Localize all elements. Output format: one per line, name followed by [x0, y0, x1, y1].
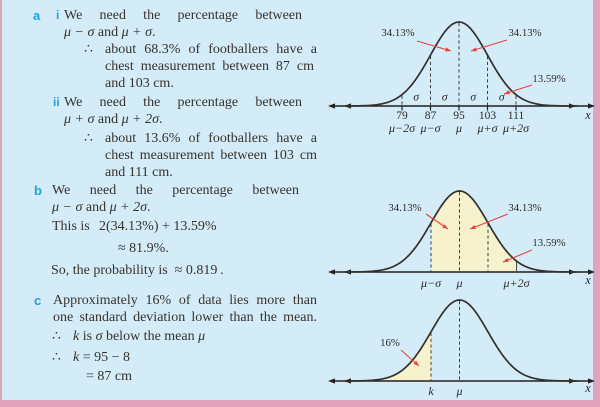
b-line-3-lead: This is — [52, 219, 90, 234]
sigma-interval-label: σ — [499, 92, 506, 104]
therefore-symbol: ∴ — [52, 350, 61, 365]
a-i-line-4: chest measurement between 87 cm — [105, 59, 314, 74]
arrowhead — [588, 269, 595, 275]
sigma-interval-label: σ — [470, 92, 477, 104]
diagram-normal-curve-shaded-region: μ−σ μ μ+2σ x 34.13% 34.13% 13.59% — [328, 190, 595, 290]
normal-curve — [344, 21, 577, 107]
tick-value-label: 79 — [396, 110, 408, 122]
part-a-ii-label: ii — [53, 95, 60, 109]
annotation-percent-label: 13.59% — [532, 237, 565, 249]
tick-value-label: 111 — [508, 110, 525, 122]
part-c-label: c — [34, 293, 42, 308]
annotation-arrow — [416, 40, 452, 52]
arrowhead — [413, 360, 419, 366]
therefore-symbol: ∴ — [52, 329, 61, 344]
tick-value-label: 103 — [479, 110, 497, 122]
c-line-4: k = 95 − 8 — [73, 350, 131, 365]
tick-symbol-label: μ — [455, 384, 462, 398]
part-a-i-label: i — [56, 8, 60, 22]
annotation-percent-label: 34.13% — [508, 27, 541, 39]
a-ii-line-3: about 13.6% of footballers have a — [105, 131, 317, 146]
tick-symbol-label: μ−σ — [419, 121, 441, 135]
annotation-percent-label: 16% — [380, 337, 400, 349]
arrowhead — [328, 378, 335, 384]
arrowhead — [503, 258, 509, 262]
arrowhead — [504, 90, 510, 95]
tick-symbol-label: μ−σ — [420, 276, 442, 290]
b-line-4: ≈ 81.9%. — [118, 241, 169, 256]
arrowhead — [470, 225, 476, 229]
a-i-line-3: about 68.3% of footballers have a — [105, 42, 317, 57]
axis-x-label: x — [584, 381, 591, 395]
b-line-3-expression: 2(34.13%) + 13.59% — [99, 219, 217, 234]
tick-value-label: 87 — [425, 110, 437, 122]
therefore-symbol: ∴ — [84, 42, 93, 57]
arrowhead — [471, 47, 477, 52]
c-line-5: = 87 cm — [86, 369, 132, 384]
axis-x-label: x — [584, 108, 591, 122]
therefore-symbol: ∴ — [84, 131, 93, 146]
annotation-percent-label: 34.13% — [508, 202, 541, 214]
b-line-1: We need the percentage between — [52, 183, 299, 198]
a-i-line-1: We need the percentage between — [64, 8, 302, 23]
part-b-label: b — [34, 183, 42, 198]
c-line-1: Approximately 16% of data lies more than — [53, 293, 317, 308]
arrowhead — [588, 378, 595, 384]
annotation-percent-label: 34.13% — [381, 27, 414, 39]
tick-symbol-label: μ−2σ — [388, 121, 416, 135]
tick-symbol-label: μ — [455, 276, 462, 290]
diagram-normal-curve-sigma-intervals: 79 87 95 103 111 μ−2σ μ−σ μ μ+σ μ+2σ σ σ σ σ x 34.13% 34… — [328, 21, 595, 135]
a-i-line-2: μ − σ and μ + σ. — [64, 25, 156, 40]
a-ii-line-2: μ + σ and μ + 2σ. — [64, 112, 163, 127]
annotation-percent-label: 13.59% — [532, 73, 565, 85]
annotation-percent-label: 34.13% — [388, 202, 421, 214]
part-a-label: a — [33, 8, 41, 23]
arrowhead — [328, 103, 335, 109]
arrowhead — [442, 224, 448, 229]
tick-symbol-label: k — [428, 384, 434, 398]
a-ii-line-1: We need the percentage between — [64, 95, 302, 110]
b-line-5: So, the probability is ≈ 0.819 . — [51, 263, 224, 278]
a-ii-line-5: and 111 cm. — [105, 165, 173, 180]
a-ii-line-4: chest measurement between 103 cm — [105, 148, 317, 163]
b-line-2: μ − σ and μ + 2σ. — [52, 200, 151, 215]
tick-value-label: 95 — [453, 110, 465, 122]
tick-symbol-label: μ — [455, 121, 462, 135]
sigma-interval-label: σ — [413, 92, 420, 104]
normal-curve — [345, 190, 577, 273]
a-i-line-5: and 103 cm. — [105, 76, 174, 91]
arrowhead — [328, 269, 335, 275]
arrowhead — [588, 103, 595, 109]
axis-x-label: x — [584, 273, 591, 287]
tick-symbol-label: μ+2σ — [502, 276, 530, 290]
shaded-region — [431, 191, 517, 272]
shaded-region — [364, 331, 431, 381]
tick-symbol-label: μ+2σ — [502, 121, 530, 135]
tick-symbol-label: μ+σ — [476, 121, 498, 135]
arrowhead — [445, 47, 451, 52]
solution-panel: a i We need the percentage between μ − σ… — [2, 0, 595, 400]
sigma-interval-label: σ — [442, 92, 449, 104]
c-line-3: k is σ below the mean μ — [73, 329, 206, 344]
normal-curve — [345, 299, 577, 382]
c-line-2: one standard deviation lower than the me… — [53, 310, 317, 325]
diagram-normal-curve-lower-tail: k μ x 16% — [328, 299, 595, 398]
annotation-arrow — [469, 213, 509, 230]
annotation-arrow — [470, 39, 508, 52]
